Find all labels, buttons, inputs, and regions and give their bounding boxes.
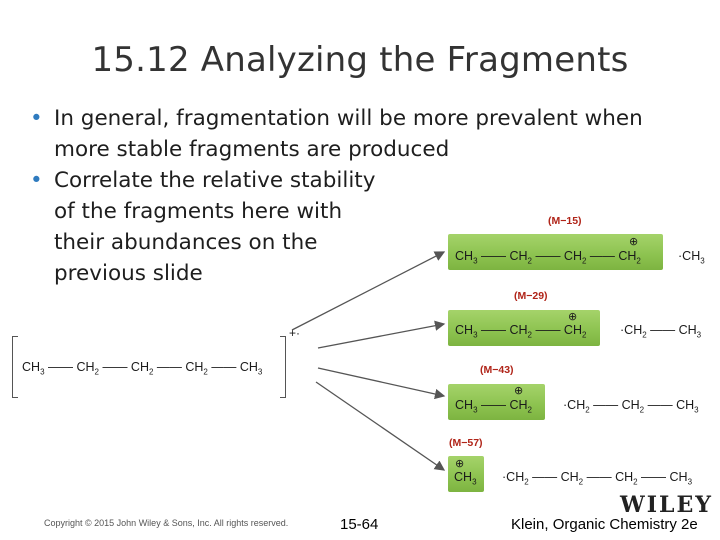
parent-left-bracket	[12, 336, 18, 398]
copyright-text: Copyright © 2015 John Wiley & Sons, Inc.…	[44, 518, 289, 528]
arrow	[291, 251, 446, 331]
bullet-icon: •	[30, 168, 43, 193]
slide-title: 15.12 Analyzing the Fragments	[91, 40, 629, 80]
arrow	[317, 367, 446, 400]
fragment-radical: ·CH2 —— CH3	[620, 323, 702, 340]
parent-molecule: CH3 —— CH2 —— CH2 —— CH2 —— CH3	[22, 360, 263, 377]
bullet-list: • In general, fragmentation will be more…	[30, 103, 690, 289]
bullet-text: In general, fragmentation will be more p…	[54, 106, 643, 162]
charge-icon: ⊕	[514, 385, 524, 397]
bullet-item: • Correlate the relative stability of th…	[30, 165, 394, 289]
bullet-text: Correlate the relative stability of the …	[54, 168, 376, 286]
book-citation: Klein, Organic Chemistry 2e	[511, 516, 698, 533]
page-number: 15-64	[340, 516, 379, 533]
fragment-cation: CH3 —— CH2 —— CH2 —— CH2	[455, 249, 641, 266]
fragment-radical: ·CH2 —— CH2 —— CH3	[563, 398, 699, 415]
arrow	[315, 381, 446, 471]
fragment-label-m43: (M−43)	[480, 364, 514, 376]
fragment-cation-box	[448, 234, 663, 270]
fragment-radical: ·CH2 —— CH2 —— CH2 —— CH3	[502, 470, 693, 487]
fragment-label-m57: (M−57)	[449, 437, 483, 449]
fragment-cation: CH3 —— CH2 —— CH2	[455, 323, 587, 340]
fragment-cation: CH3 —— CH2	[455, 398, 532, 415]
parent-right-bracket	[280, 336, 286, 398]
fragment-cation: CH3	[454, 470, 477, 487]
fragment-label-m29: (M−29)	[514, 290, 548, 302]
bullet-item: • In general, fragmentation will be more…	[30, 103, 704, 165]
wiley-logo: WILEY	[620, 492, 713, 518]
fragment-cation-box	[448, 384, 545, 420]
parent-charge: +·	[289, 326, 301, 340]
bullet-icon: •	[30, 106, 43, 131]
charge-icon: ⊕	[568, 311, 578, 323]
fragment-cation-box	[448, 456, 484, 492]
fragment-radical: ·CH3	[678, 249, 705, 266]
arrow	[317, 320, 446, 349]
charge-icon: ⊕	[455, 458, 465, 470]
fragment-cation-box	[448, 310, 600, 346]
fragment-label-m15: (M−15)	[548, 215, 582, 227]
charge-icon: ⊕	[629, 236, 639, 248]
